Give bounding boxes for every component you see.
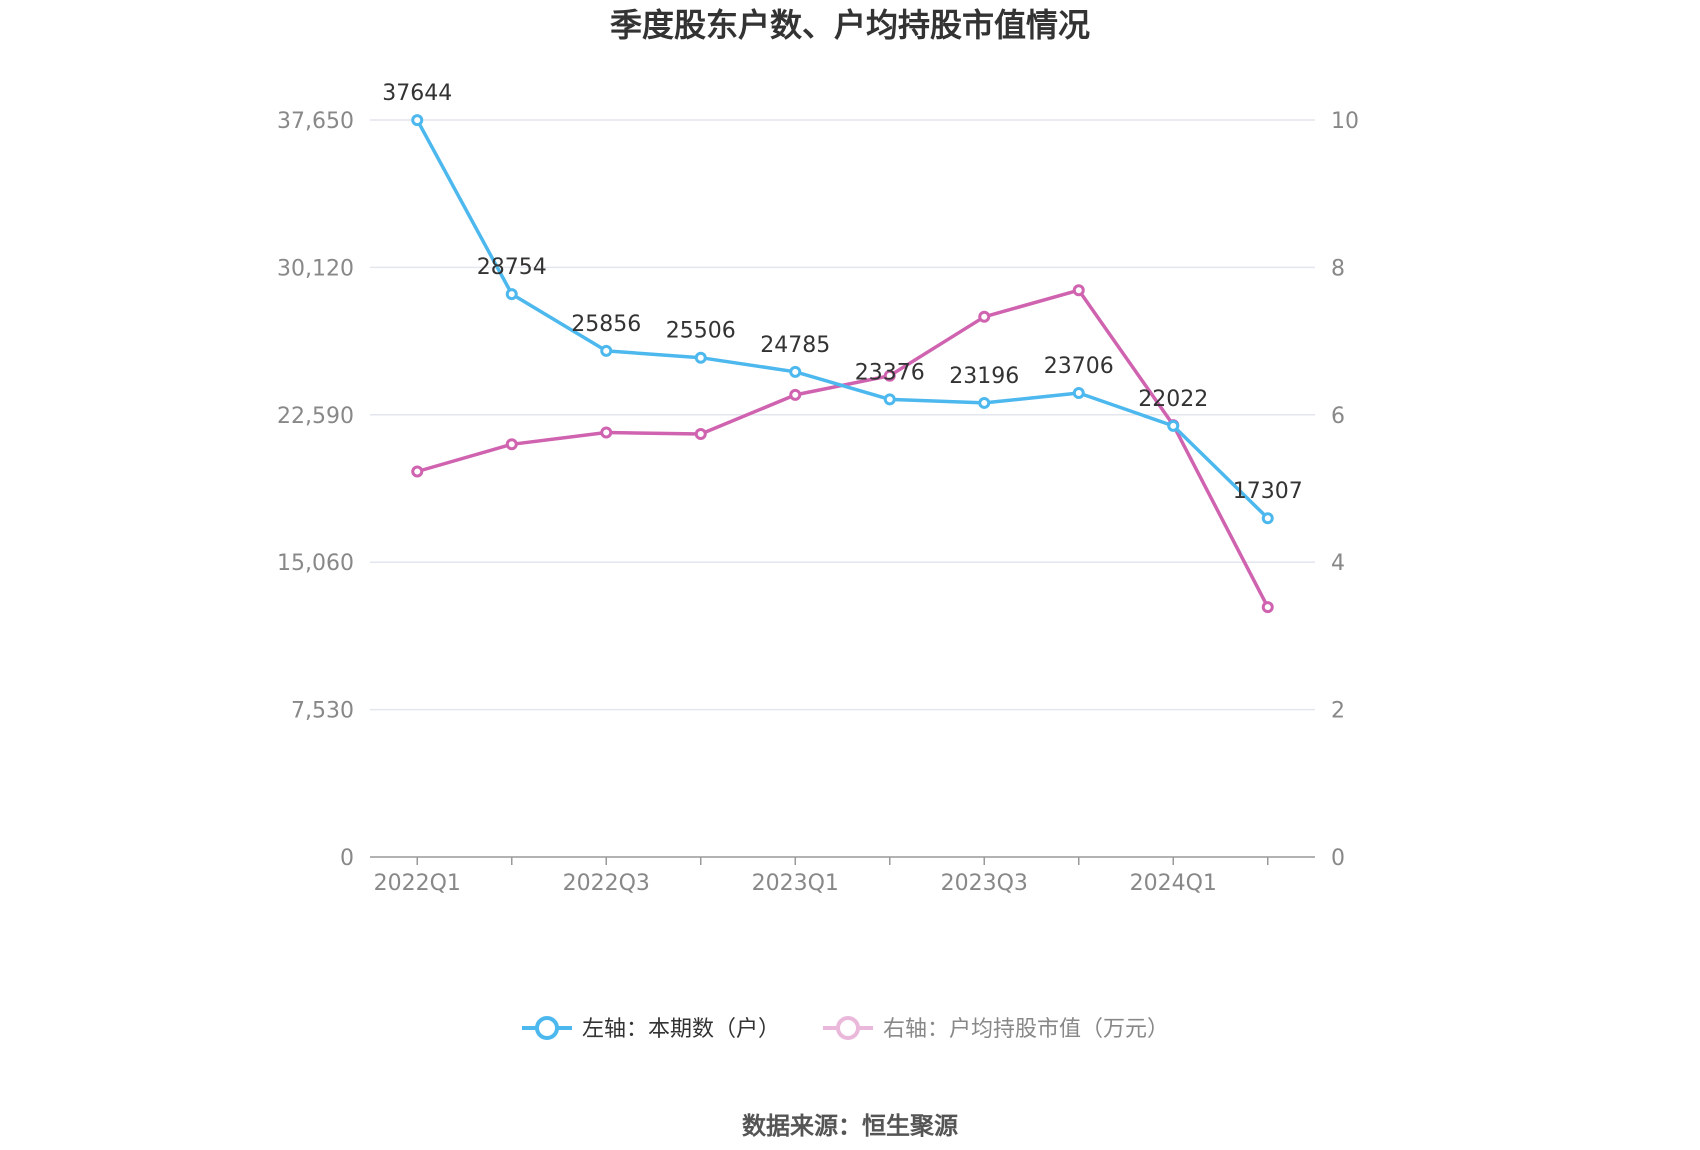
chart-title: 季度股东户数、户均持股市值情况 xyxy=(610,6,1090,44)
data-point-1 xyxy=(978,310,991,323)
right-tick-label: 10 xyxy=(1331,109,1359,134)
axes: 0 0 7,530 2 15,060 4 22,590 6 30,120 8 37,650 10 202… xyxy=(277,109,1359,896)
data-point-1 xyxy=(1072,284,1085,297)
data-point-1 xyxy=(411,465,424,478)
data-label: 24785 xyxy=(760,333,830,358)
data-point-0 xyxy=(411,114,424,127)
data-point-0 xyxy=(883,393,896,406)
data-point-0 xyxy=(505,288,518,301)
legend: 左轴：本期数（户） 右轴：户均持股市值（万元） xyxy=(522,1016,1169,1042)
left-tick-label: 30,120 xyxy=(277,256,354,281)
data-label: 22022 xyxy=(1138,387,1208,412)
left-tick-label: 7,530 xyxy=(291,699,354,724)
data-label: 23706 xyxy=(1044,354,1114,379)
data-label: 23376 xyxy=(855,360,925,385)
left-tick-label: 0 xyxy=(340,846,354,871)
right-tick-label: 2 xyxy=(1331,699,1345,724)
x-tick-label: 2023Q3 xyxy=(941,871,1028,896)
x-tick-label: 2023Q1 xyxy=(752,871,839,896)
legend-marker xyxy=(535,1016,559,1040)
grid-lines xyxy=(370,119,1315,711)
data-point-0 xyxy=(1167,419,1180,432)
data-label: 37644 xyxy=(382,81,452,106)
data-label: 17307 xyxy=(1233,479,1303,504)
legend-label: 左轴：本期数（户） xyxy=(582,1017,780,1042)
data-label: 28754 xyxy=(477,255,547,280)
x-tick-label: 2024Q1 xyxy=(1130,871,1217,896)
data-point-1 xyxy=(694,427,707,440)
data-point-0 xyxy=(1261,512,1274,525)
legend-label: 右轴：户均持股市值（万元） xyxy=(883,1017,1169,1042)
data-point-1 xyxy=(600,426,613,439)
data-label: 23196 xyxy=(949,364,1019,389)
left-tick-label: 22,590 xyxy=(277,404,354,429)
right-tick-label: 6 xyxy=(1331,404,1345,429)
data-point-0 xyxy=(978,396,991,409)
data-point-0 xyxy=(1072,386,1085,399)
x-tick-label: 2022Q3 xyxy=(563,871,650,896)
data-label: 25856 xyxy=(571,312,641,337)
series-line-1 xyxy=(416,288,1270,609)
left-tick-label: 37,650 xyxy=(277,109,354,134)
right-tick-label: 0 xyxy=(1331,846,1345,871)
legend-marker xyxy=(836,1016,860,1040)
data-labels: 37644 28754 25856 25506 24785 23376 23196 23706… xyxy=(382,81,1303,504)
data-label: 25506 xyxy=(666,319,736,344)
series-line-0 xyxy=(415,119,1270,520)
data-point-0 xyxy=(789,365,802,378)
data-point-0 xyxy=(694,351,707,364)
series-lines xyxy=(411,114,1274,614)
left-tick-label: 15,060 xyxy=(277,551,354,576)
data-point-1 xyxy=(883,369,896,382)
data-point-1 xyxy=(789,388,802,401)
data-point-0 xyxy=(600,344,613,357)
source-note: 数据来源：恒生聚源 xyxy=(742,1112,958,1140)
right-tick-label: 4 xyxy=(1331,551,1345,576)
legend-item-0 xyxy=(522,1016,572,1040)
data-point-1 xyxy=(1261,601,1274,614)
legend-item-1 xyxy=(823,1016,873,1040)
right-tick-label: 8 xyxy=(1331,256,1345,281)
data-point-1 xyxy=(505,438,518,451)
x-tick-label: 2022Q1 xyxy=(374,871,461,896)
